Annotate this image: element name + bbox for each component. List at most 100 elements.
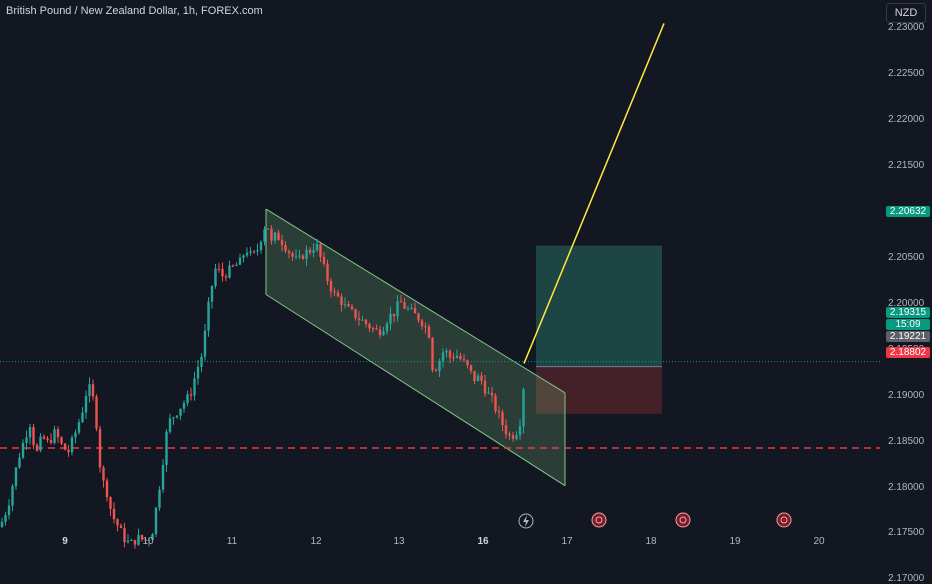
time-tick-label: 12 <box>310 536 322 547</box>
candle-down <box>399 301 403 303</box>
candle-down <box>319 244 322 257</box>
candle-down <box>340 296 343 306</box>
candle-up <box>21 442 25 458</box>
candle-down <box>368 323 371 329</box>
candle-down <box>35 445 39 451</box>
candle-up <box>88 384 91 397</box>
candle-up <box>476 375 480 382</box>
time-tick-label: 13 <box>393 536 405 547</box>
candle-up <box>445 350 448 353</box>
candle-up <box>126 540 130 543</box>
candle-down <box>123 528 126 543</box>
currency-button[interactable]: NZD <box>886 3 926 23</box>
candle-down <box>284 244 287 252</box>
candle-down <box>431 338 434 371</box>
candle-down <box>270 228 273 241</box>
lightning-icon <box>523 515 529 527</box>
candle-up <box>361 319 364 321</box>
candle-down <box>42 436 46 439</box>
candle-down <box>102 467 105 481</box>
candle-up <box>266 228 270 230</box>
candle-up <box>515 435 518 439</box>
time-tick-label: 17 <box>561 536 573 547</box>
candle-down <box>504 425 508 435</box>
candle-up <box>14 467 18 487</box>
candle-up <box>70 437 74 453</box>
candle-down <box>480 375 483 381</box>
candle-up <box>207 301 210 331</box>
candle-up <box>343 304 347 306</box>
candle-up <box>137 534 140 545</box>
price-tick-label: 2.21500 <box>888 159 925 171</box>
candle-up <box>235 264 238 266</box>
candle-up <box>410 307 413 309</box>
candle-up <box>151 534 154 540</box>
candle-up <box>11 486 14 506</box>
candle-down <box>32 427 35 446</box>
candle-down <box>494 395 497 411</box>
loss-zone <box>536 366 662 414</box>
price-tick-label: 2.22000 <box>888 113 925 125</box>
time-tick-label: 16 <box>477 536 489 547</box>
candle-down <box>217 268 221 270</box>
candle-down <box>224 276 228 278</box>
candle-up <box>193 378 196 396</box>
candle-up <box>175 415 179 418</box>
candle-up <box>389 313 392 324</box>
candle-up <box>147 539 151 541</box>
candle-down <box>336 292 340 297</box>
candle-down <box>280 240 284 245</box>
candle-down <box>392 313 396 317</box>
candle-up <box>487 392 490 394</box>
flag-inner-icon <box>780 516 788 524</box>
countdown-badge: 15:09 <box>886 319 930 330</box>
candle-down <box>375 328 378 330</box>
candle-down <box>112 508 116 520</box>
candle-down <box>490 392 494 396</box>
price-tick-label: 2.20500 <box>888 251 925 263</box>
candle-down <box>49 440 53 443</box>
candle-down <box>403 302 406 309</box>
price-chart[interactable] <box>0 0 932 550</box>
candle-down <box>357 318 361 320</box>
candle-down <box>417 313 420 321</box>
price-tick-label: 2.22500 <box>888 67 925 79</box>
time-tick-label: 11 <box>226 536 238 547</box>
candle-up <box>273 232 277 241</box>
candle-up <box>312 250 315 253</box>
candle-up <box>186 394 189 404</box>
candle-down <box>459 355 462 360</box>
candle-up <box>294 256 298 258</box>
candle-down <box>333 291 336 293</box>
candle-up <box>298 255 301 257</box>
candle-down <box>434 370 438 372</box>
candle-down <box>95 396 98 429</box>
price-tick-label: 2.20000 <box>888 297 925 309</box>
candle-down <box>371 328 375 330</box>
candle-up <box>256 250 259 252</box>
candle-up <box>396 301 399 317</box>
candle-up <box>161 464 165 490</box>
stop-price-badge: 2.18802 <box>886 347 930 358</box>
candle-down <box>144 539 147 541</box>
candle-up <box>179 408 182 416</box>
candle-up <box>81 412 84 423</box>
event-flash-icon <box>518 513 534 529</box>
candle-down <box>91 384 95 397</box>
candle-down <box>378 329 382 336</box>
candle-up <box>406 308 410 310</box>
candle-down <box>322 256 326 264</box>
candle-down <box>501 412 504 426</box>
candle-down <box>308 249 312 253</box>
candle-up <box>25 437 28 443</box>
target-price-badge: 2.20632 <box>886 206 930 217</box>
current-price-badge: 2.19315 <box>886 307 930 318</box>
candle-down <box>508 434 511 436</box>
time-tick-label: 20 <box>813 536 825 547</box>
candle-up <box>305 249 308 259</box>
candle-up <box>203 330 207 357</box>
candle-down <box>329 280 333 292</box>
candle-down <box>105 480 109 498</box>
candle-up <box>455 355 459 358</box>
flag-inner-icon <box>679 516 687 524</box>
